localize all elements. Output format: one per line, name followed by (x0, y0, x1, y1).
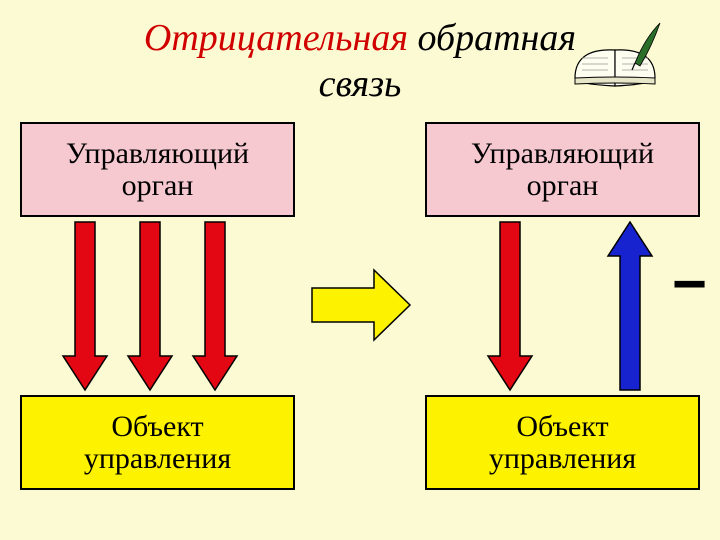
arrows-layer (0, 0, 720, 540)
right-down-arrow (488, 222, 532, 390)
minus-symbol: − (672, 254, 707, 314)
left-down-arrow-2 (128, 222, 172, 390)
left-down-arrow-1 (63, 222, 107, 390)
middle-right-arrow (312, 270, 410, 340)
left-down-arrow-3 (193, 222, 237, 390)
right-up-arrow (608, 222, 652, 390)
